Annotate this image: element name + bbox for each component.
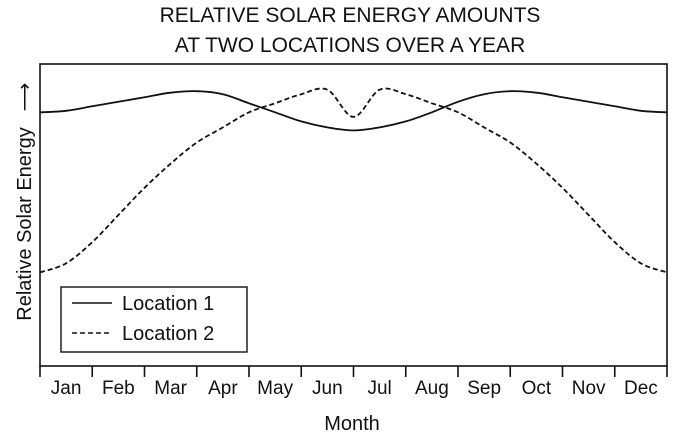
x-tick-label-nov: Nov [572,378,606,399]
chart-title-line-2: AT TWO LOCATIONS OVER A YEAR [175,34,525,57]
x-tick-label-feb: Feb [102,378,135,399]
x-axis-tick-labels: Jan Feb Mar Apr May Jun Jul Aug Sep Oct Nov Dec [51,378,658,399]
x-tick-label-aug: Aug [415,378,449,399]
x-tick-label-apr: Apr [208,378,238,399]
legend-label-location-2: Location 2 [122,323,214,345]
x-tick-label-jan: Jan [51,378,82,399]
series-line-location-2 [39,87,668,274]
x-tick-label-oct: Oct [522,378,552,399]
x-axis-label: Month [324,413,380,435]
x-tick-label-sep: Sep [467,378,501,399]
x-tick-label-jun: Jun [312,378,343,399]
y-axis-label-group: Relative Solar Energy ⟶ [14,83,36,321]
y-axis-label: Relative Solar Energy [14,127,36,320]
series-line-location-1 [39,90,668,132]
x-tick-label-may: May [257,378,293,399]
chart-title-line-1: RELATIVE SOLAR ENERGY AMOUNTS [160,4,541,27]
x-axis-ticks [39,366,668,377]
legend-label-location-1: Location 1 [122,293,214,315]
legend-box [60,286,248,353]
y-axis-arrow-icon: ⟶ [14,83,36,112]
series-lines [39,87,668,274]
legend: Location 1 Location 2 [60,286,248,353]
x-tick-label-mar: Mar [154,378,187,399]
x-tick-label-dec: Dec [624,378,658,399]
x-tick-label-jul: Jul [367,378,391,399]
